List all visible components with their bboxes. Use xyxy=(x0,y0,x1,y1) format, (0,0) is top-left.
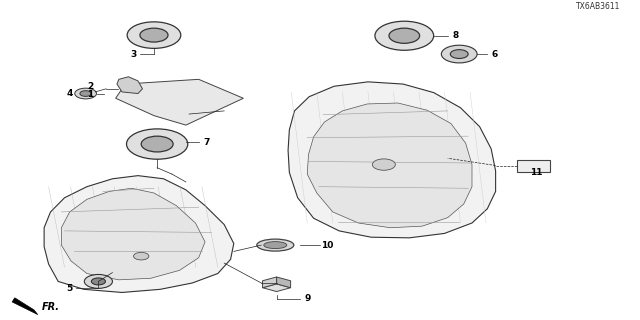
Polygon shape xyxy=(12,298,38,315)
Text: 3: 3 xyxy=(131,50,137,59)
Text: 9: 9 xyxy=(304,294,310,303)
Circle shape xyxy=(92,278,106,285)
Circle shape xyxy=(127,129,188,159)
Circle shape xyxy=(84,275,113,288)
Circle shape xyxy=(80,91,92,96)
Text: 6: 6 xyxy=(492,50,498,59)
Polygon shape xyxy=(117,77,143,93)
Text: FR.: FR. xyxy=(42,302,60,312)
Polygon shape xyxy=(288,82,495,238)
Text: 4: 4 xyxy=(67,89,73,98)
Polygon shape xyxy=(116,79,243,125)
Circle shape xyxy=(372,159,396,170)
Circle shape xyxy=(140,28,168,42)
Circle shape xyxy=(127,22,180,48)
Circle shape xyxy=(451,50,468,59)
Circle shape xyxy=(134,252,149,260)
Circle shape xyxy=(375,21,434,50)
Circle shape xyxy=(75,88,97,99)
Circle shape xyxy=(141,136,173,152)
Bar xyxy=(516,160,550,172)
Circle shape xyxy=(389,28,420,43)
Circle shape xyxy=(442,45,477,63)
Text: 10: 10 xyxy=(321,241,334,250)
Polygon shape xyxy=(61,188,205,280)
Text: 11: 11 xyxy=(530,168,542,177)
Text: 7: 7 xyxy=(203,138,209,147)
Text: 1: 1 xyxy=(87,90,93,99)
Text: 2: 2 xyxy=(87,82,93,91)
Polygon shape xyxy=(262,277,276,288)
Polygon shape xyxy=(262,284,291,292)
Ellipse shape xyxy=(264,242,287,249)
Text: TX6AB3611: TX6AB3611 xyxy=(576,3,620,12)
Polygon shape xyxy=(276,277,291,288)
Polygon shape xyxy=(44,176,234,292)
Text: 5: 5 xyxy=(67,284,73,293)
Polygon shape xyxy=(307,103,472,228)
Ellipse shape xyxy=(257,239,294,251)
Text: 8: 8 xyxy=(452,31,458,40)
